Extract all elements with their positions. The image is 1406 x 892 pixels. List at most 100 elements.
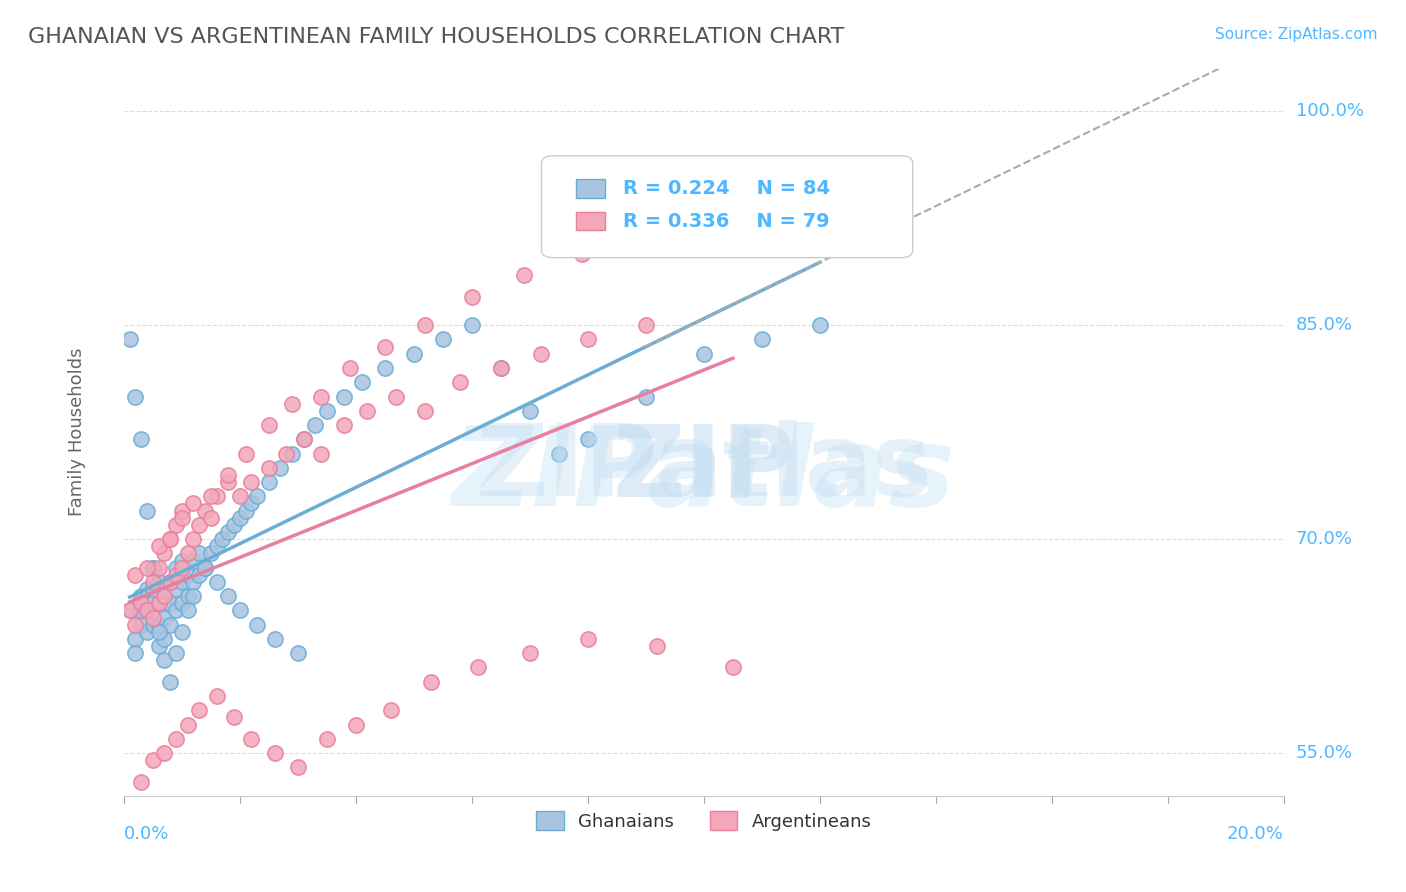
Text: R = 0.224    N = 84: R = 0.224 N = 84 [623, 179, 830, 198]
Point [129, 774, 152, 789]
Point [222, 710, 245, 724]
Point [519, 404, 541, 418]
Point [432, 333, 454, 347]
Point [183, 574, 205, 589]
Point [176, 546, 198, 560]
Point [240, 496, 263, 510]
Point [205, 689, 228, 703]
Point [159, 674, 181, 689]
Text: 0.0%: 0.0% [124, 825, 169, 843]
Point [170, 596, 193, 610]
Point [200, 546, 222, 560]
Point [194, 560, 217, 574]
Point [402, 347, 425, 361]
Bar [576, 212, 606, 230]
Point [188, 703, 211, 717]
Text: 100.0%: 100.0% [1295, 103, 1364, 120]
Point [159, 532, 181, 546]
Point [350, 376, 373, 390]
Point [415, 404, 437, 418]
Point [287, 760, 309, 774]
Point [222, 517, 245, 532]
Point [136, 603, 159, 617]
Point [513, 268, 536, 283]
Point [159, 532, 181, 546]
Text: Source: ZipAtlas.com: Source: ZipAtlas.com [1215, 27, 1378, 42]
Point [634, 390, 657, 404]
Point [188, 567, 211, 582]
Point [142, 610, 165, 624]
Point [188, 517, 211, 532]
Text: 70.0%: 70.0% [1295, 530, 1353, 549]
Point [136, 560, 159, 574]
Point [176, 717, 198, 731]
Point [461, 290, 484, 304]
Point [344, 717, 367, 731]
Text: 55.0%: 55.0% [1295, 744, 1353, 762]
Text: ZIPatlas: ZIPatlas [475, 420, 932, 517]
Point [148, 574, 170, 589]
Point [124, 632, 146, 646]
Point [170, 574, 193, 589]
Point [159, 596, 181, 610]
Point [142, 753, 165, 767]
Point [142, 574, 165, 589]
Point [205, 574, 228, 589]
Point [257, 475, 280, 489]
Point [188, 546, 211, 560]
Point [124, 646, 146, 660]
Point [309, 446, 332, 460]
Point [170, 510, 193, 524]
Text: 85.0%: 85.0% [1295, 317, 1353, 334]
Point [153, 589, 176, 603]
Bar [576, 179, 606, 198]
Point [142, 560, 165, 574]
Point [281, 397, 304, 411]
Point [246, 489, 269, 503]
Point [136, 603, 159, 617]
Point [229, 489, 252, 503]
Point [304, 418, 326, 433]
Text: ZIP: ZIP [613, 420, 796, 517]
Point [287, 646, 309, 660]
Point [148, 624, 170, 639]
Point [235, 503, 257, 517]
Text: Family Households: Family Households [69, 348, 86, 516]
Point [136, 624, 159, 639]
Point [257, 418, 280, 433]
Point [148, 617, 170, 632]
Point [200, 510, 222, 524]
Point [170, 503, 193, 517]
Point [176, 589, 198, 603]
Point [153, 746, 176, 760]
Point [339, 361, 361, 376]
Point [240, 475, 263, 489]
Point [467, 660, 489, 674]
Point [229, 510, 252, 524]
Point [148, 539, 170, 553]
Point [530, 347, 553, 361]
Point [333, 390, 356, 404]
Point [165, 731, 187, 746]
Point [263, 632, 285, 646]
Point [229, 603, 252, 617]
Point [246, 617, 269, 632]
Point [315, 404, 337, 418]
Point [235, 446, 257, 460]
Point [489, 361, 512, 376]
Text: 20.0%: 20.0% [1227, 825, 1284, 843]
Point [647, 639, 669, 653]
Point [449, 376, 471, 390]
Point [124, 390, 146, 404]
Point [129, 617, 152, 632]
Point [240, 731, 263, 746]
Legend: Ghanaians, Argentineans: Ghanaians, Argentineans [529, 804, 879, 838]
Point [183, 589, 205, 603]
Point [356, 404, 378, 418]
Point [576, 632, 599, 646]
Point [211, 532, 233, 546]
FancyBboxPatch shape [541, 156, 912, 258]
Point [263, 746, 285, 760]
Point [118, 603, 141, 617]
Point [153, 632, 176, 646]
